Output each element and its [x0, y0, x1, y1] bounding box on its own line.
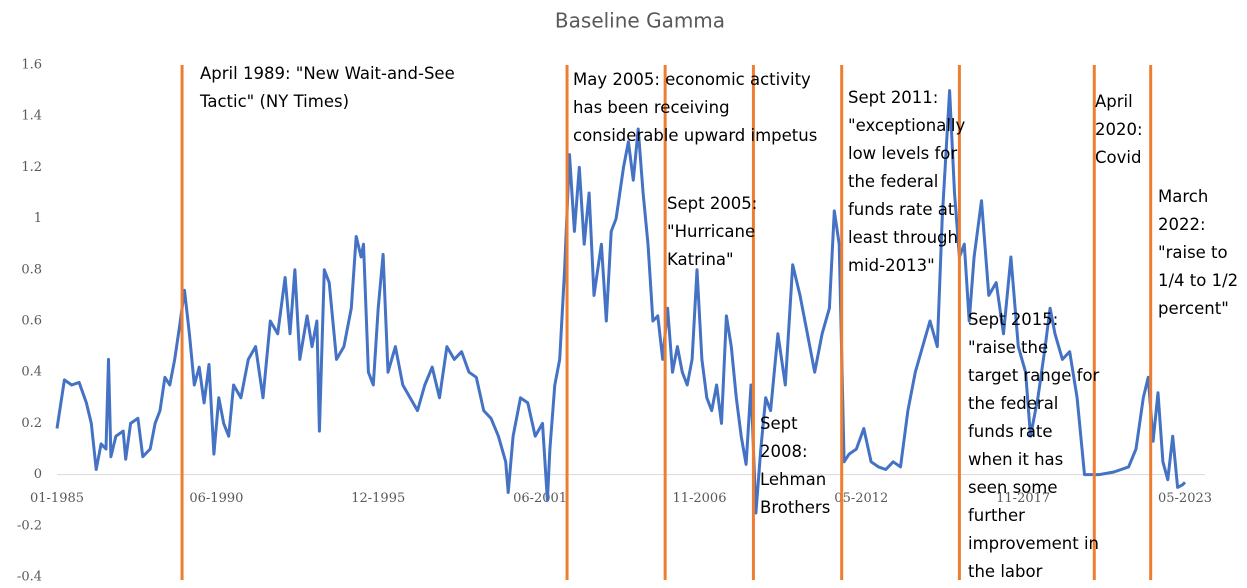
y-tick-label: 0.8 — [21, 262, 42, 277]
data-line — [55, 89, 1187, 515]
event-annotation: May 2005: economic activity has been rec… — [573, 70, 818, 145]
y-tick-label: -0.2 — [17, 518, 42, 533]
x-tick-label: 06-1990 — [189, 491, 243, 506]
y-tick-label: 1.4 — [21, 109, 42, 124]
y-tick-label: 0.6 — [21, 314, 42, 329]
x-tick-label: 12-1995 — [351, 491, 405, 506]
y-tick-label: 0.2 — [21, 416, 42, 431]
x-tick-label: 01-1985 — [30, 491, 84, 506]
y-tick-label: 1.6 — [21, 58, 42, 73]
y-tick-label: 1 — [34, 211, 42, 226]
chart-title: Baseline Gamma — [555, 9, 725, 33]
y-tick-label: -0.4 — [17, 570, 42, 585]
x-tick-label: 06-2001 — [513, 491, 567, 506]
event-annotation: April 1989: "New Wait-and-See Tactic" (N… — [200, 64, 455, 111]
event-annotation: Sept 2008: Lehman Brothers — [760, 414, 831, 517]
event-annotation: Sept 2011: "exceptionally low levels for… — [848, 88, 966, 275]
x-tick-label: 05-2012 — [834, 491, 888, 506]
y-tick-label: 0 — [34, 467, 42, 482]
x-tick-label: 05-2023 — [1158, 491, 1212, 506]
y-tick-label: 0.4 — [21, 365, 42, 380]
x-tick-label: 11-2006 — [672, 491, 726, 506]
event-annotation: April 2020: Covid — [1095, 92, 1143, 167]
event-annotation: March 2022: "raise to 1/4 to 1/2 percent… — [1158, 187, 1239, 318]
event-annotation: Sept 2005: "Hurricane Katrina" — [667, 194, 758, 269]
event-annotation: Sept 2015: "raise the target range for t… — [968, 310, 1100, 581]
y-tick-label: 1.2 — [21, 160, 42, 175]
x-tick-label: 11-2017 — [996, 491, 1050, 506]
